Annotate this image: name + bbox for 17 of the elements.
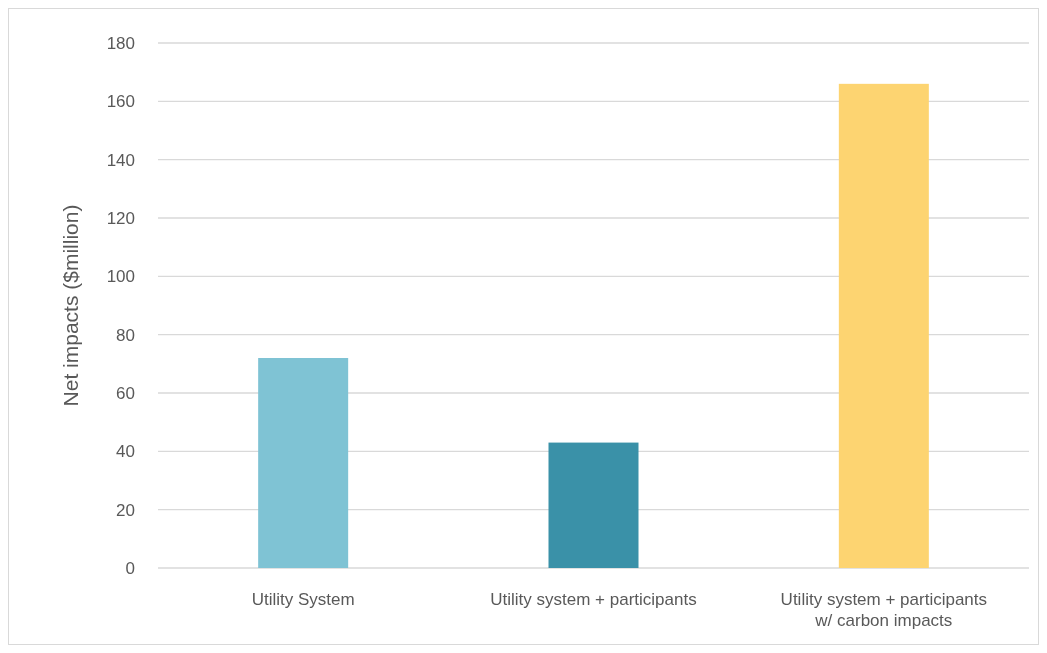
- y-tick-label: 0: [125, 558, 135, 578]
- x-tick-label: Utility System: [251, 590, 355, 609]
- y-tick-label: 120: [106, 208, 135, 228]
- y-tick-label: 100: [106, 267, 135, 287]
- bar: [548, 442, 639, 568]
- y-tick-label: 180: [106, 33, 135, 53]
- bar: [258, 358, 349, 568]
- y-tick-label: 80: [116, 325, 135, 345]
- bar: [838, 83, 929, 568]
- x-tick-label: Utility system + participants: [490, 590, 697, 609]
- y-tick-label: 60: [116, 383, 135, 403]
- y-tick-label: 160: [106, 92, 135, 112]
- y-axis-title: Net impacts ($million): [59, 204, 82, 407]
- y-tick-label: 140: [106, 150, 135, 170]
- y-tick-label: 40: [116, 442, 135, 462]
- y-tick-label: 20: [116, 500, 135, 520]
- x-tick-label: Utility system + participants w/ carbon impacts: [780, 590, 988, 631]
